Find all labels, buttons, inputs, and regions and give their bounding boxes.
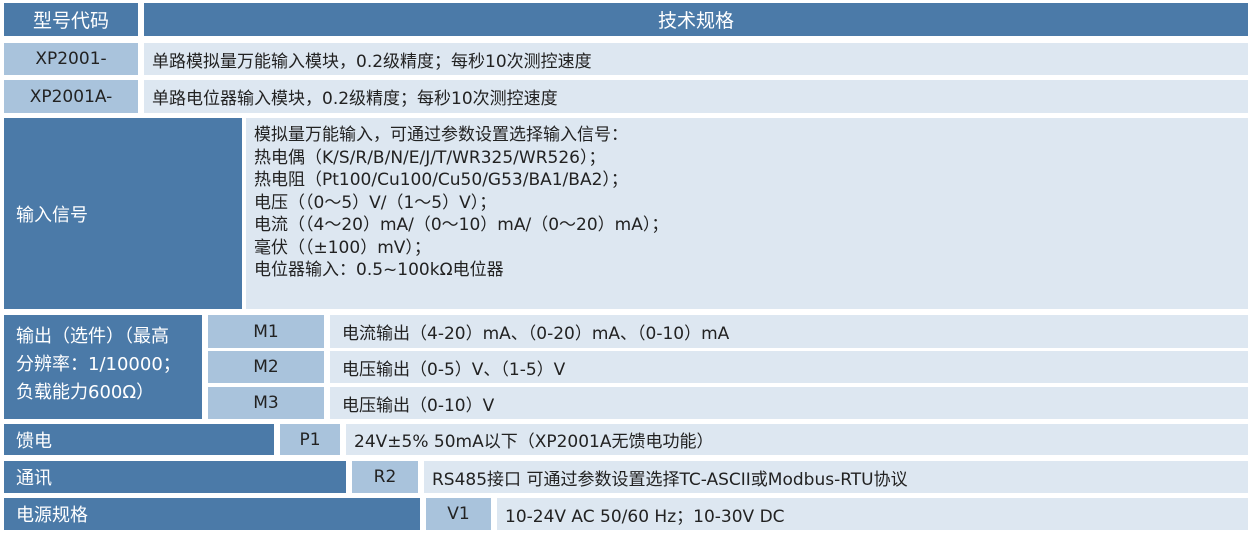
header-spec: 技术规格 xyxy=(144,3,1248,36)
header-model-code: 型号代码 xyxy=(4,3,138,36)
power-code: V1 xyxy=(426,498,491,530)
output-code: M1 xyxy=(208,315,324,348)
output-label-line: 输出（选件）（最高 xyxy=(16,326,169,347)
input-line: 热电阻（Pt100/Cu100/Cu50/G53/BA1/BA2）； xyxy=(254,170,628,190)
model-desc: 单路模拟量万能输入模块，0.2级精度；每秒10次测控速度 xyxy=(144,43,1248,75)
input-signal-list: 模拟量万能输入，可通过参数设置选择输入信号： 热电偶（K/S/R/B/N/E/J… xyxy=(246,118,1248,309)
model-code: XP2001- xyxy=(4,43,138,75)
comm-label: 通讯 xyxy=(4,461,346,493)
feed-code: P1 xyxy=(280,424,340,455)
input-line: 模拟量万能输入，可通过参数设置选择输入信号： xyxy=(254,125,628,145)
input-line: 电位器输入：0.5~100kΩ电位器 xyxy=(254,260,504,280)
output-label-line: 负载能力600Ω） xyxy=(16,382,155,403)
input-line: 毫伏（（±100）mV）； xyxy=(254,237,431,258)
input-line: 热电偶（K/S/R/B/N/E/J/T/WR325/WR526）； xyxy=(254,147,606,168)
input-signal-label: 输入信号 xyxy=(4,118,242,309)
power-label: 电源规格 xyxy=(4,498,420,530)
output-desc: 电压输出（0-10）V xyxy=(330,387,1248,419)
model-desc: 单路电位器输入模块，0.2级精度；每秒10次测控速度 xyxy=(144,80,1248,113)
output-desc: 电流输出（4-20）mA、（0-20）mA、（0-10）mA xyxy=(330,315,1248,348)
model-code: XP2001A- xyxy=(4,80,138,113)
power-desc: 10-24V AC 50/60 Hz；10-30V DC xyxy=(497,498,1248,530)
output-label-line: 分辨率：1/10000； xyxy=(16,354,181,375)
output-code: M2 xyxy=(208,351,324,383)
comm-code: R2 xyxy=(352,461,418,493)
feed-desc: 24V±5% 50mA以下（XP2001A无馈电功能） xyxy=(346,424,1248,455)
input-line: 电流（（4～20）mA/（0～10）mA/（0～20）mA）； xyxy=(254,215,669,235)
input-line: 电压（（0～5）V/（1～5）V）； xyxy=(254,192,497,213)
output-code: M3 xyxy=(208,387,324,419)
feed-label: 馈电 xyxy=(4,424,274,455)
output-desc: 电压输出（0-5）V、（1-5）V xyxy=(330,351,1248,383)
output-label: 输出（选件）（最高 分辨率：1/10000； 负载能力600Ω） xyxy=(4,315,202,419)
comm-desc: RS485接口 可通过参数设置选择TC-ASCII或Modbus-RTU协议 xyxy=(424,461,1248,493)
